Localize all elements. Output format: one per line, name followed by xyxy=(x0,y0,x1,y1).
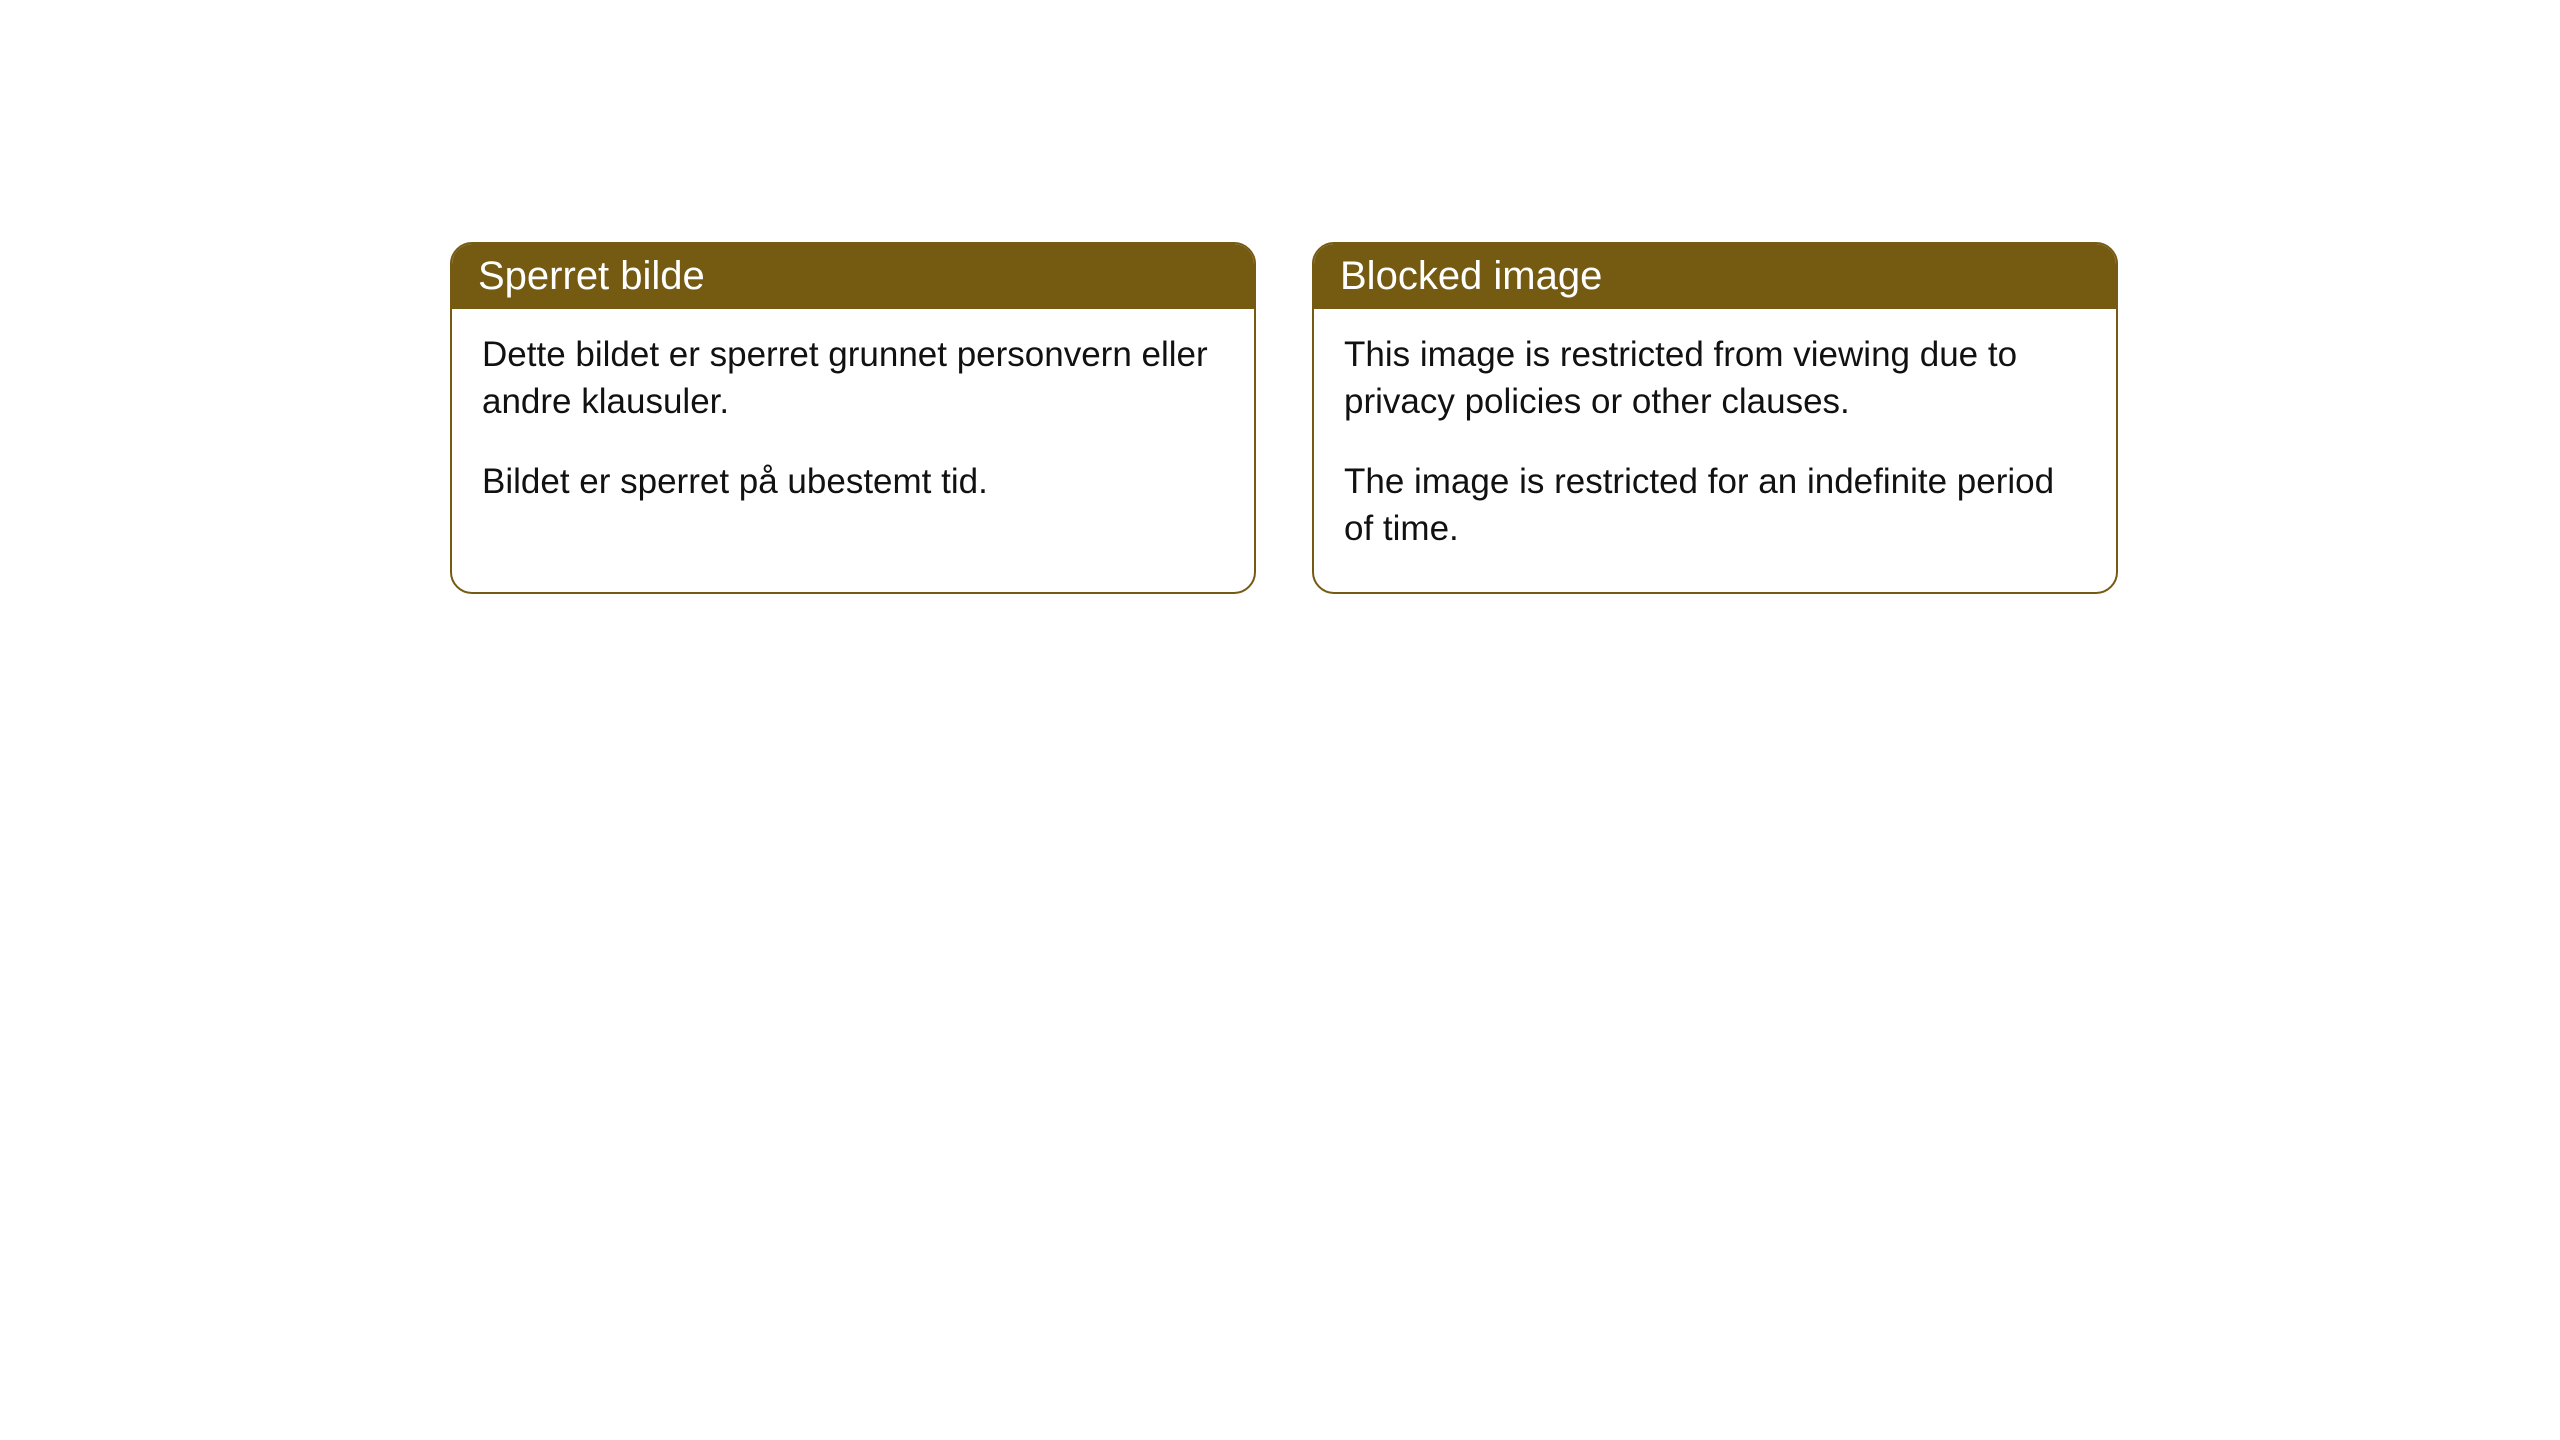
card-title-no: Sperret bilde xyxy=(478,254,705,298)
notice-cards-container: Sperret bilde Dette bildet er sperret gr… xyxy=(450,242,2118,594)
card-paragraph-2-en: The image is restricted for an indefinit… xyxy=(1344,458,2086,553)
card-paragraph-1-no: Dette bildet er sperret grunnet personve… xyxy=(482,331,1224,426)
blocked-image-card-en: Blocked image This image is restricted f… xyxy=(1312,242,2118,594)
blocked-image-card-no: Sperret bilde Dette bildet er sperret gr… xyxy=(450,242,1256,594)
card-title-en: Blocked image xyxy=(1340,254,1602,298)
card-paragraph-2-no: Bildet er sperret på ubestemt tid. xyxy=(482,458,1224,505)
card-body-no: Dette bildet er sperret grunnet personve… xyxy=(452,309,1254,545)
card-paragraph-1-en: This image is restricted from viewing du… xyxy=(1344,331,2086,426)
card-header-en: Blocked image xyxy=(1314,244,2116,309)
card-header-no: Sperret bilde xyxy=(452,244,1254,309)
card-body-en: This image is restricted from viewing du… xyxy=(1314,309,2116,592)
